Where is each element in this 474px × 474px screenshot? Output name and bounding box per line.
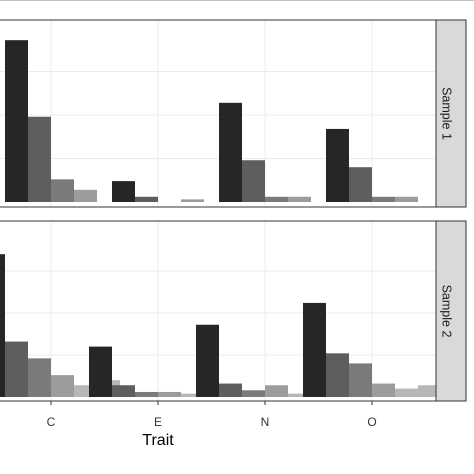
bar-o-4 xyxy=(372,383,395,397)
bar-c-4 xyxy=(74,189,97,202)
bar-o-6 xyxy=(418,385,441,397)
bar-n-3 xyxy=(265,196,288,202)
bar-o-3 xyxy=(372,196,395,202)
bar-c-1 xyxy=(0,254,5,397)
x-tick-label-n: N xyxy=(261,415,270,429)
panel-sample-2: Sample 2 xyxy=(0,220,467,402)
bar-o-2 xyxy=(349,167,372,202)
x-axis-title: Trait xyxy=(142,432,174,449)
bar-e-5 xyxy=(181,393,204,397)
panel-bars xyxy=(0,254,441,397)
panel-bars xyxy=(5,40,418,203)
bar-n-3 xyxy=(242,390,265,397)
bar-e-4 xyxy=(181,199,204,202)
bar-e-2 xyxy=(112,385,135,397)
strip-label-sample-1: Sample 1 xyxy=(440,87,454,140)
bar-o-3 xyxy=(349,363,372,397)
strip-background xyxy=(435,19,467,208)
bar-e-1 xyxy=(89,346,112,397)
bar-e-2 xyxy=(135,196,158,202)
strip-background xyxy=(435,220,467,402)
bar-c-4 xyxy=(51,375,74,397)
bar-o-1 xyxy=(303,302,326,397)
panel-gridlines xyxy=(0,20,436,207)
bar-o-2 xyxy=(326,353,349,397)
bar-c-3 xyxy=(51,179,74,202)
bar-c-5 xyxy=(74,385,97,397)
bar-e-4 xyxy=(158,391,181,397)
x-tick-label-e: E xyxy=(154,415,162,429)
bar-n-5 xyxy=(288,393,311,397)
panel-sample-1: Sample 1 xyxy=(0,19,467,208)
bar-n-2 xyxy=(242,160,265,202)
strip-label-sample-2: Sample 2 xyxy=(440,285,454,338)
bar-o-5 xyxy=(395,388,418,397)
bar-e-3 xyxy=(135,391,158,397)
bar-c-1 xyxy=(5,40,28,203)
bar-c-3 xyxy=(28,358,51,397)
bar-n-2 xyxy=(219,383,242,397)
bar-n-4 xyxy=(265,385,288,397)
bar-n-1 xyxy=(196,324,219,397)
bar-n-1 xyxy=(219,102,242,202)
x-tick-label-o: O xyxy=(367,415,376,429)
bar-o-1 xyxy=(326,128,349,202)
bar-c-2 xyxy=(5,341,28,397)
bar-o-4 xyxy=(395,196,418,202)
bar-e-1 xyxy=(112,181,135,202)
x-tick-label-c: C xyxy=(47,415,56,429)
bar-c-2 xyxy=(28,116,51,202)
bar-n-4 xyxy=(288,196,311,202)
